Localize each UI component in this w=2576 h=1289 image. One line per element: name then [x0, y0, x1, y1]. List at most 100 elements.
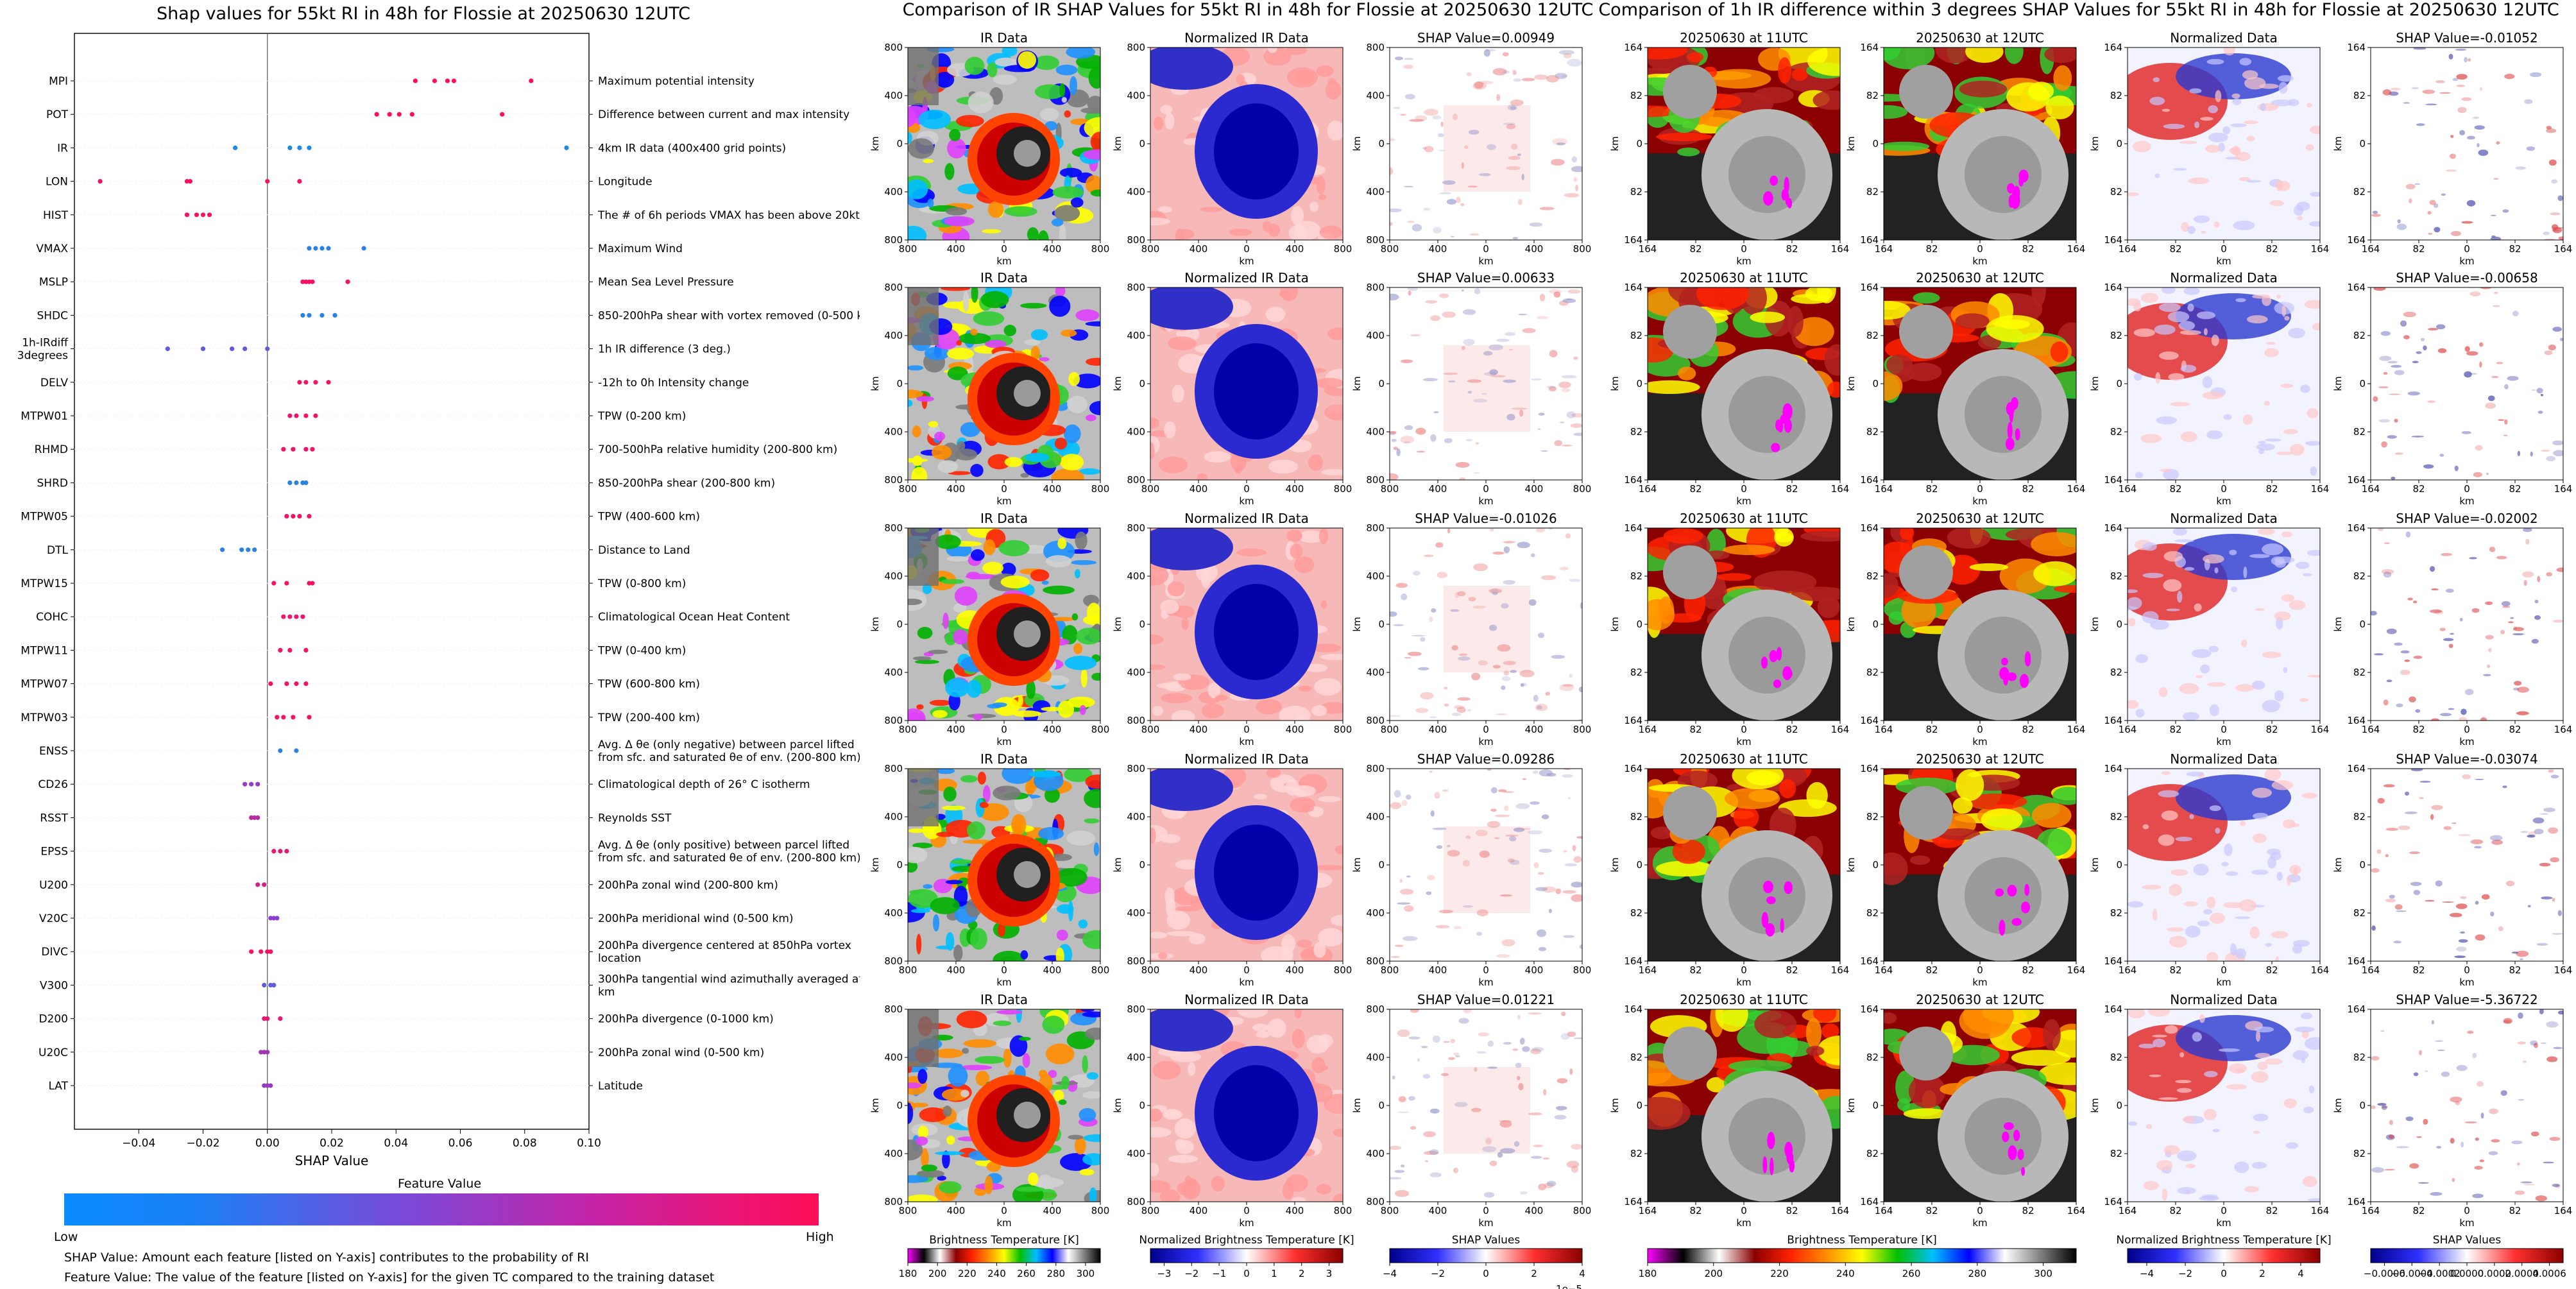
- panel-content: [2112, 769, 2320, 966]
- colorbar-tick-label: 220: [958, 1268, 977, 1279]
- dshap-blob: [2381, 441, 2387, 448]
- nir-blob: [1172, 710, 1195, 724]
- ir-cloud: [1084, 818, 1099, 823]
- panel-x-tick-label: 164: [1831, 724, 1850, 735]
- panel-y-tick-label: 800: [1127, 282, 1145, 293]
- nir-blob: [1158, 952, 1167, 959]
- bt-cold-spot: [2020, 674, 2029, 688]
- bt-cloud: [2032, 803, 2072, 828]
- ir-cloud: [930, 897, 960, 914]
- shap-blob: [1497, 1152, 1503, 1158]
- dshap-blob: [2452, 1178, 2455, 1182]
- nir-blob: [1316, 65, 1334, 77]
- shap-blob: [1463, 309, 1476, 315]
- panel-x-tick-label: 400: [1043, 724, 1062, 735]
- panel-y-axis-label: km: [2332, 1098, 2344, 1113]
- bt-cold-spot: [1780, 918, 1784, 933]
- panel-y-tick-label: 400: [1127, 570, 1145, 582]
- dshap-blob: [2548, 769, 2554, 773]
- shap-blob: [1405, 94, 1415, 99]
- shap-point: [313, 380, 318, 384]
- ndiff-blob: [2158, 790, 2179, 797]
- ndiff-blob: [2162, 771, 2171, 775]
- shap-point: [230, 346, 234, 351]
- ir-cloud: [932, 710, 948, 718]
- ir-cloud: [1082, 1055, 1088, 1073]
- ir-cloud: [895, 458, 928, 463]
- panel-y-tick-label: 0: [2359, 138, 2366, 149]
- feature-name-label: MTPW07: [21, 678, 68, 691]
- shap-blob: [1388, 1146, 1401, 1150]
- shap-point: [284, 581, 289, 585]
- dshap-blob: [2450, 1097, 2462, 1102]
- shap-blob: [1538, 633, 1544, 638]
- dshap-blob: [2467, 1030, 2473, 1034]
- dshap-blob: [2385, 854, 2389, 857]
- panel-y-tick-label: 800: [1366, 42, 1385, 53]
- shap-blob: [1497, 644, 1511, 651]
- ir-cloud: [1052, 218, 1063, 226]
- panel-x-tick-label: 0: [2221, 964, 2227, 976]
- ndiff-blob: [2194, 603, 2202, 611]
- panel-y-axis-label: km: [2332, 136, 2344, 151]
- panel-x-tick-label: 0: [1977, 964, 1983, 976]
- colorbar-tick-label: −2: [1431, 1268, 1445, 1279]
- ir-cloud: [1042, 581, 1049, 585]
- panel-x-tick-label: 800: [1334, 483, 1352, 495]
- ir-cloud: [999, 540, 1030, 556]
- panel-x-tick-label: 82: [2509, 1205, 2521, 1216]
- dshap-blob: [2552, 620, 2564, 623]
- ndiff-blob: [2282, 531, 2292, 537]
- shap-blob: [1471, 672, 1480, 680]
- panel-y-tick-label: 82: [2110, 1052, 2122, 1063]
- ndiff-blob: [2135, 654, 2148, 663]
- shap-point: [500, 112, 504, 117]
- panel-title: IR Data: [980, 30, 1028, 46]
- shap-blob: [1404, 657, 1412, 659]
- panel-x-tick-label: 400: [1043, 243, 1062, 255]
- panel-y-tick-label: 82: [2353, 1052, 2366, 1063]
- bt-cold-spot: [2004, 1122, 2014, 1130]
- dshap-blob: [2409, 1163, 2419, 1168]
- ir-cloud: [907, 365, 923, 370]
- ndiff-blob: [2300, 384, 2310, 393]
- ir-cloud: [1071, 560, 1096, 565]
- ndiff-blob: [2251, 869, 2269, 875]
- panel-x-tick-label: 164: [1831, 483, 1850, 495]
- heatmap-panel-ndiff: 1641648282008282164164kmkmNormalized Dat…: [2089, 511, 2329, 747]
- shap-blob: [1454, 705, 1463, 709]
- ndiff-blob: [2265, 1058, 2282, 1064]
- panel-x-tick-label: 400: [1190, 243, 1208, 255]
- feature-name-label: COHC: [36, 611, 68, 624]
- dshap-blob: [2520, 831, 2528, 833]
- panel-x-tick-label: 82: [1786, 1205, 1798, 1216]
- shap-blob: [1551, 159, 1565, 166]
- panel-x-tick-label: 400: [947, 243, 966, 255]
- shap-point: [310, 280, 314, 284]
- shap-blob: [1447, 528, 1451, 533]
- panel-y-tick-label: 0: [896, 1100, 903, 1111]
- shap-blob: [1415, 428, 1426, 435]
- dshap-background: [2371, 287, 2563, 480]
- shap-point: [255, 782, 260, 787]
- dshap-blob: [2397, 219, 2400, 223]
- panel-y-tick-label: 400: [884, 907, 903, 919]
- panel-content: [1384, 286, 1586, 481]
- ndiff-blob: [2271, 931, 2289, 938]
- panel-y-tick-label: 82: [2110, 570, 2122, 582]
- panel-y-axis-label: km: [1351, 1098, 1363, 1113]
- ndiff-blob: [2163, 579, 2181, 592]
- nir-blob: [1148, 932, 1167, 939]
- heatmap-panel-dshap: 1641648282008282164164kmkmSHAP Value=-0.…: [2332, 30, 2572, 267]
- dshap-blob: [2552, 227, 2562, 233]
- ndiff-blob: [2156, 416, 2177, 425]
- dshap-blob: [2386, 679, 2392, 682]
- shap-point: [320, 246, 324, 250]
- ndiff-blob: [2192, 1032, 2202, 1041]
- panel-x-tick-label: 800: [1091, 243, 1110, 255]
- ir-cloud: [973, 311, 1004, 326]
- dshap-blob: [2394, 370, 2405, 375]
- ndiff-blob: [2199, 1196, 2219, 1201]
- panel-content: [2112, 286, 2326, 480]
- ndiff-blob: [2206, 431, 2222, 440]
